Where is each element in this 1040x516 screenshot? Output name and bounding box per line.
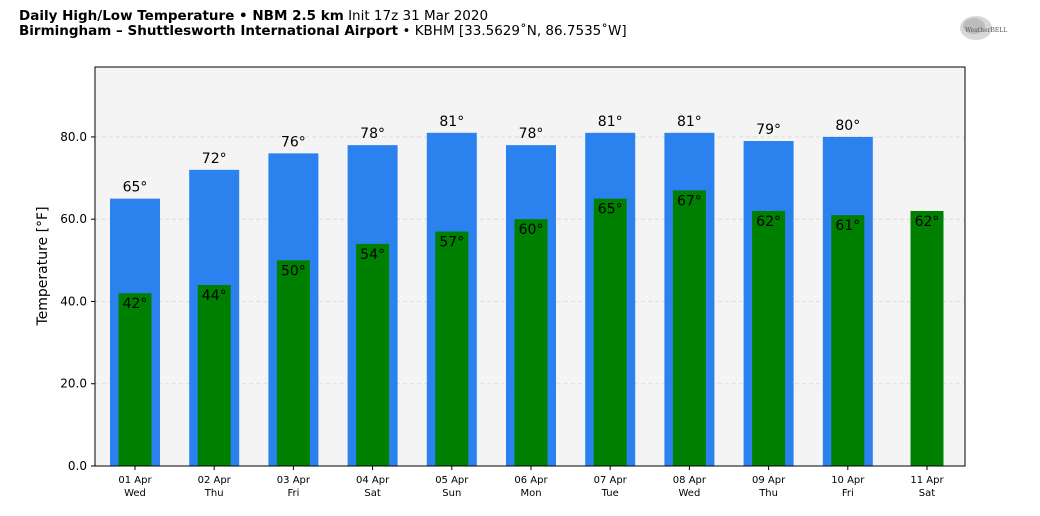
low-temp-bar [831,215,865,466]
high-temp-label: 65° [123,180,148,196]
y-tick-label: 80.0 [60,130,87,144]
bar-labels-group: 65° 42° 72° 44° 76° 50° 78° 54° 81° 57° 78° 60° 81° 6… [123,114,940,312]
x-tick-date: 01 Apr [118,475,152,486]
low-temp-bar [435,231,469,466]
y-axis-label: Temperature [°F] [35,206,51,326]
station-coordinates: • KBHM [33.5629˚N, 86.7535˚W] [402,23,627,39]
x-tick-weekday: Mon [520,488,541,499]
y-axis-ticks: 0.0 20.0 40.0 60.0 80.0 [60,130,95,473]
high-temp-label: 78° [519,126,544,142]
x-tick-date: 04 Apr [356,475,390,486]
low-temp-bar [276,260,310,466]
title-line-2: Birmingham – Shuttlesworth International… [19,24,627,39]
x-tick-date: 02 Apr [198,475,232,486]
low-temp-bar [752,210,786,466]
low-temp-bar [514,219,548,466]
low-temp-label: 50° [281,263,306,279]
low-temp-bar [118,293,152,466]
x-tick-weekday: Thu [758,488,778,499]
x-tick-weekday: Thu [204,488,224,499]
x-axis-ticks: 01 Apr Wed 02 Apr Thu 03 Apr Fri 04 Apr Sat 05 A… [118,466,944,499]
weatherbell-logo: WeatherBELL [960,16,1007,40]
low-temp-label: 60° [519,222,544,238]
high-temp-label: 76° [281,134,306,150]
low-temp-bar [910,210,944,466]
low-temp-label: 57° [439,235,464,251]
high-temp-label: 80° [835,118,860,134]
x-tick-weekday: Sun [442,488,461,499]
low-temp-label: 61° [835,218,860,234]
x-tick-date: 05 Apr [435,475,469,486]
low-temp-label: 42° [123,296,148,312]
init-time: Init 17z 31 Mar 2020 [348,8,489,24]
y-tick-label: 20.0 [60,377,87,391]
high-temp-label: 78° [360,126,385,142]
y-tick-label: 40.0 [60,294,87,308]
low-temp-label: 44° [202,288,227,304]
low-temp-label: 65° [598,202,623,218]
logo-text: WeatherBELL [965,27,1007,34]
x-tick-date: 10 Apr [831,475,865,486]
high-temp-label: 79° [756,122,781,138]
low-temp-bar [593,198,627,467]
chart-title: Daily High/Low Temperature • NBM 2.5 km [19,8,344,24]
y-tick-label: 60.0 [60,212,87,226]
high-temp-label: 72° [202,151,227,167]
x-tick-weekday: Fri [842,488,854,499]
bars-group [110,132,944,467]
x-tick-date: 11 Apr [910,475,944,486]
x-tick-date: 08 Apr [673,475,707,486]
x-tick-weekday: Sat [364,488,380,499]
x-tick-weekday: Sat [919,488,935,499]
low-temp-label: 62° [756,214,781,230]
x-tick-date: 09 Apr [752,475,786,486]
plot-frame [94,66,966,467]
high-temp-label: 81° [598,114,623,130]
x-tick-weekday: Wed [678,488,700,499]
x-tick-weekday: Wed [124,488,146,499]
x-tick-date: 06 Apr [514,475,548,486]
station-name: Birmingham – Shuttlesworth International… [19,23,399,39]
low-temp-bar [356,243,390,466]
low-temp-label: 67° [677,193,702,209]
x-tick-weekday: Tue [601,488,619,499]
high-temp-label: 81° [677,114,702,130]
low-temp-label: 62° [915,214,940,230]
x-tick-date: 03 Apr [277,475,311,486]
high-temp-label: 81° [439,114,464,130]
chart-title-block: Daily High/Low Temperature • NBM 2.5 km … [19,9,627,39]
low-temp-bar [672,190,706,466]
low-temp-bar [197,285,231,466]
x-tick-date: 07 Apr [594,475,628,486]
low-temp-label: 54° [360,247,385,263]
y-tick-label: 0.0 [68,459,87,473]
x-tick-weekday: Fri [287,488,299,499]
title-line-1: Daily High/Low Temperature • NBM 2.5 km … [19,9,627,24]
